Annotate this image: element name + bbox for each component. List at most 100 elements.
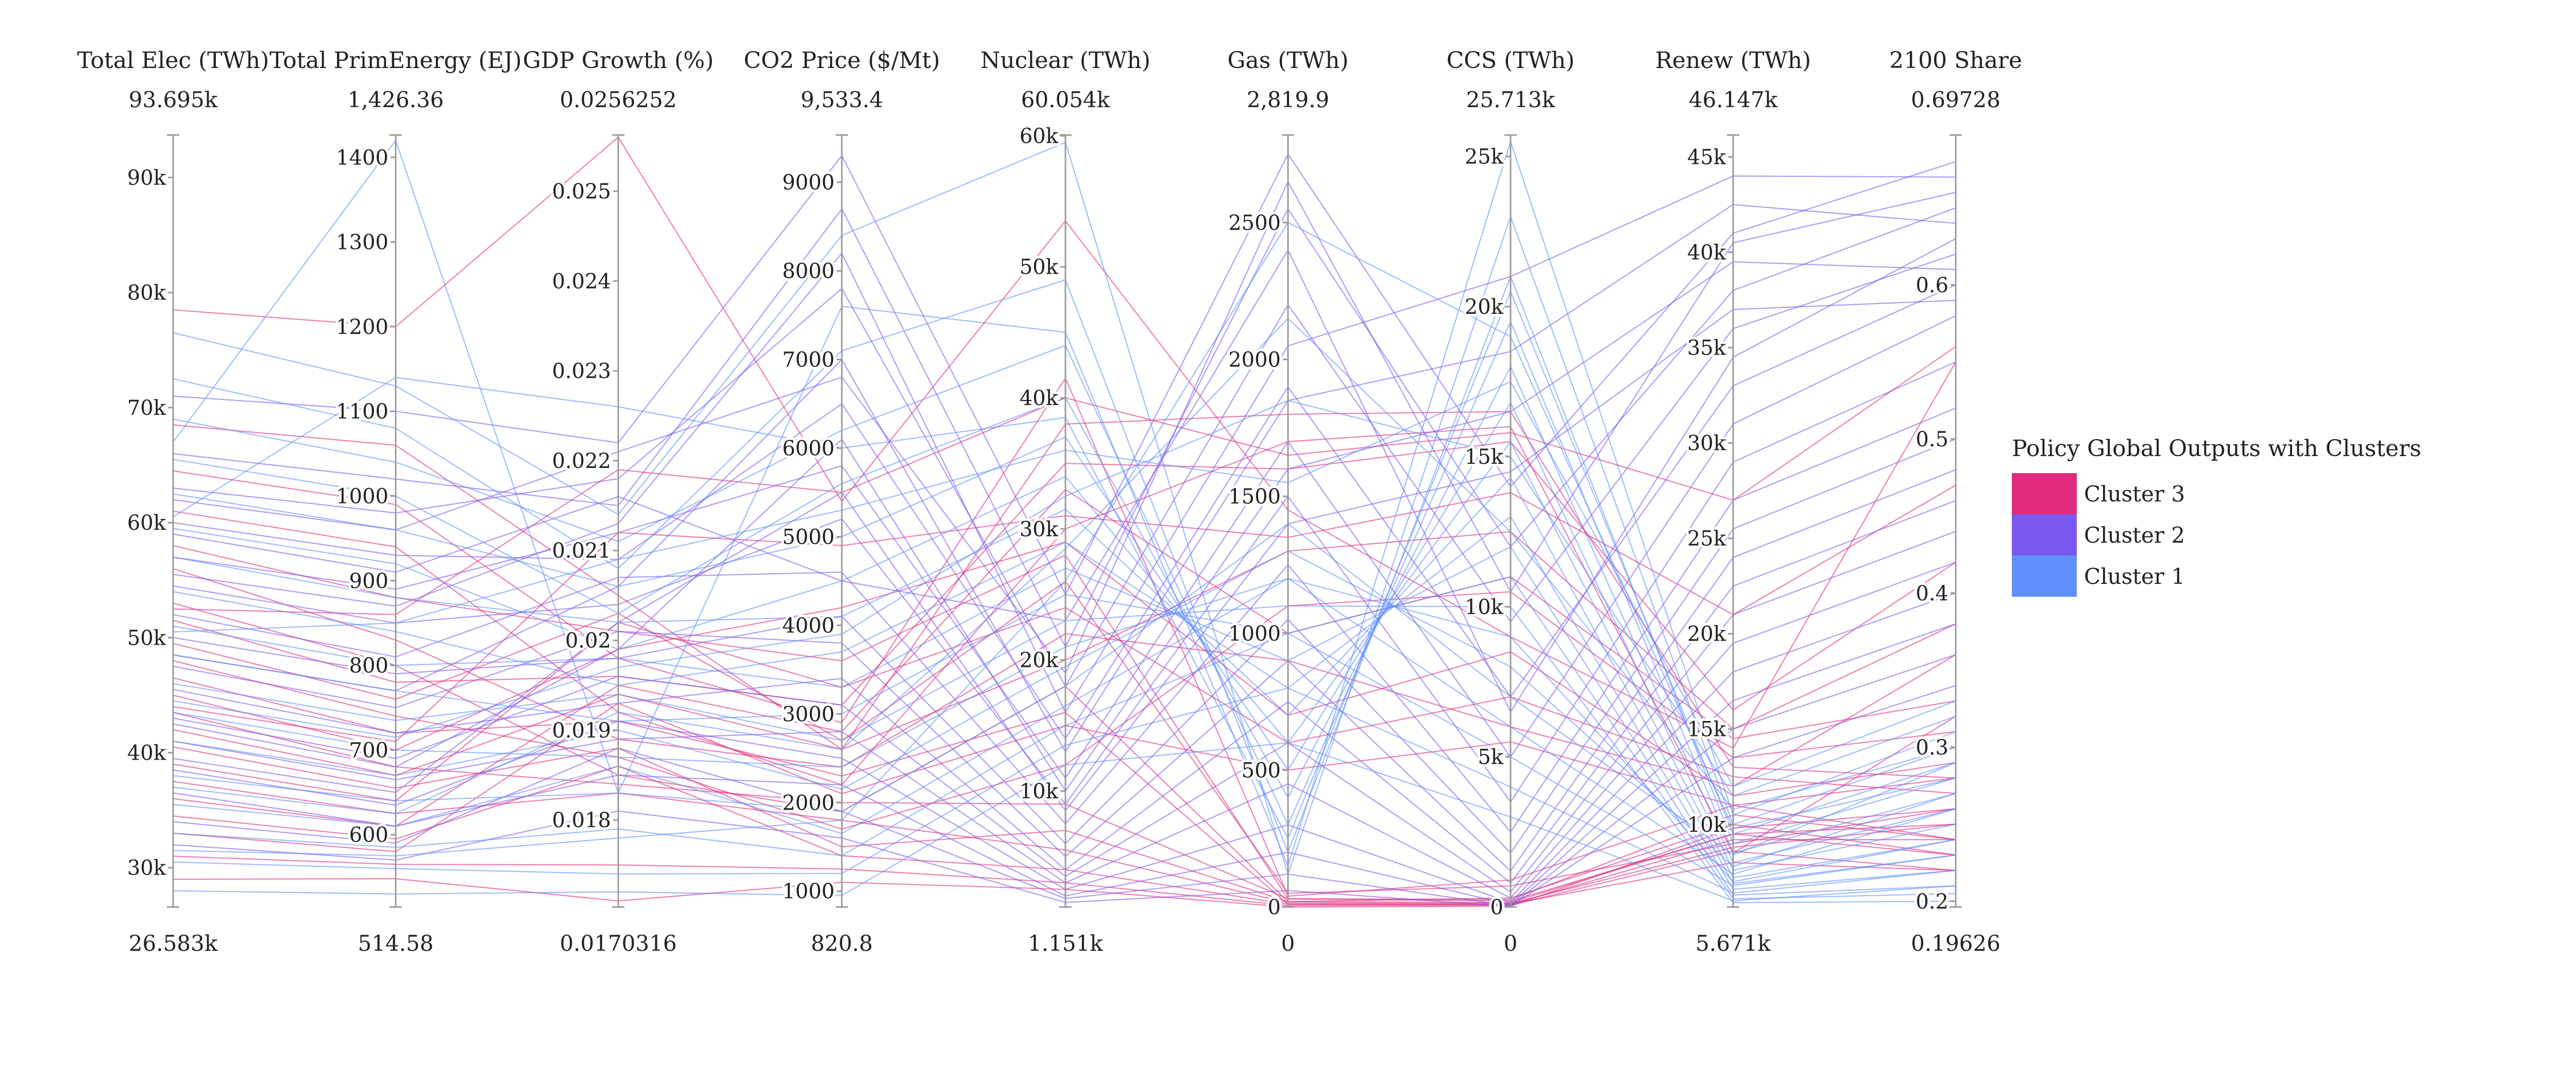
tick-label: 35k (1687, 337, 1726, 360)
axis-title: Gas (TWh) (1227, 47, 1348, 74)
tick-label: 2000 (782, 791, 835, 815)
axis-max-label: 0.69728 (1911, 87, 2001, 112)
tick-label: 6000 (782, 437, 835, 461)
legend-swatch (2012, 514, 2077, 556)
tick-label: 1000 (1228, 622, 1281, 646)
axis-max-label: 93.695k (129, 87, 218, 112)
tick-label: 0.024 (552, 270, 611, 293)
tick-label: 7000 (782, 348, 835, 372)
tick-label: 40k (1020, 387, 1059, 410)
tick-label: 3000 (782, 702, 835, 726)
axis-min-label: 0 (1504, 931, 1518, 956)
axis[interactable]: 2100 Share 0.69728 0.19626 0.2 0.3 0.4 0.5 0.6 (1889, 47, 2022, 956)
legend-swatch (2012, 473, 2077, 514)
tick-label: 1500 (1228, 485, 1281, 509)
tick-label: 500 (1242, 759, 1281, 782)
tick-label: 20k (1020, 649, 1059, 673)
tick-label: 0 (1490, 896, 1503, 919)
tick-label: 10k (1020, 780, 1059, 803)
axis-max-label: 60.054k (1021, 87, 1110, 112)
tick-label: 10k (1687, 813, 1726, 837)
tick-label: 0 (1268, 896, 1281, 919)
tick-label: 15k (1465, 445, 1504, 469)
tick-label: 4000 (782, 614, 835, 637)
series-line-cluster-1[interactable] (173, 290, 1956, 840)
tick-label: 80k (127, 281, 166, 305)
axis[interactable]: Total Elec (TWh) 93.695k 26.583k 30k 40k 50k 6… (77, 47, 269, 956)
tick-label: 1200 (336, 315, 388, 339)
tick-label: 5k (1478, 746, 1503, 769)
tick-label: 1300 (336, 231, 388, 255)
axis[interactable]: GDP Growth (%) 0.0256252 0.0170316 0.018 0.0… (523, 47, 714, 956)
tick-label: 90k (127, 166, 166, 190)
axis-title: Total Elec (TWh) (77, 47, 269, 74)
axes-layer: Total Elec (TWh) 93.695k 26.583k 30k 40k 50k 6… (77, 47, 2022, 956)
tick-label: 25k (1687, 527, 1726, 551)
tick-label: 40k (127, 742, 166, 765)
axis[interactable]: Total PrimEnergy (EJ) 1,426.36 514.58 600 70… (269, 47, 521, 956)
tick-label: 30k (1020, 517, 1059, 541)
legend-item-cluster-2[interactable]: Cluster 2 (2012, 514, 2421, 556)
axis-max-label: 9,533.4 (801, 87, 883, 112)
axis[interactable]: Gas (TWh) 2,819.9 00 500 1000 1500 2000 2500 (1226, 47, 1348, 956)
tick-label: 0.025 (552, 180, 611, 204)
legend: Policy Global Outputs with Clusters Clus… (2012, 435, 2421, 597)
tick-label: 30k (1687, 432, 1726, 456)
tick-label: 2000 (1228, 348, 1281, 372)
legend-item-cluster-3[interactable]: Cluster 3 (2012, 473, 2421, 514)
tick-label: 0.02 (565, 629, 611, 653)
legend-item-cluster-1[interactable]: Cluster 1 (2012, 556, 2421, 597)
axis[interactable]: Renew (TWh) 46.147k 5.671k 10k 15k 20k 25k 30k 3… (1655, 47, 1811, 956)
tick-label: 5000 (782, 525, 835, 549)
tick-label: 60k (127, 511, 166, 535)
tick-label: 1000 (336, 484, 388, 508)
axis-min-label: 0.0170316 (560, 931, 676, 956)
tick-label: 0.022 (552, 449, 611, 473)
tick-label: 60k (1020, 124, 1059, 148)
tick-label: 0.023 (552, 360, 611, 383)
axis[interactable]: Nuclear (TWh) 60.054k 1.151k 10k 20k 30k 40k 50… (980, 47, 1150, 956)
tick-label: 700 (349, 739, 388, 762)
axis-max-label: 46.147k (1689, 87, 1778, 112)
axis[interactable]: CO2 Price ($/Mt) 9,533.4 820.8 1000 2000 3000… (744, 47, 940, 956)
axis-min-label: 5.671k (1696, 931, 1771, 956)
tick-label: 20k (1465, 295, 1504, 319)
tick-label: 1100 (336, 400, 388, 424)
axis-title: GDP Growth (%) (523, 47, 714, 74)
axis[interactable]: CCS (TWh) 25.713k 00 5k 10k 15k 20k 25k (1447, 47, 1575, 956)
axis-title: Renew (TWh) (1655, 47, 1811, 74)
legend-swatch (2012, 556, 2077, 597)
tick-label: 600 (349, 824, 388, 847)
legend-label: Cluster 2 (2084, 522, 2185, 548)
axis-max-label: 0.0256252 (560, 87, 676, 112)
tick-label: 0.021 (552, 539, 611, 563)
axis-title: Nuclear (TWh) (980, 47, 1150, 74)
axis-max-label: 25.713k (1466, 87, 1555, 112)
axis-max-label: 2,819.9 (1247, 87, 1329, 112)
tick-label: 1400 (336, 146, 388, 170)
axis-title: Total PrimEnergy (EJ) (269, 47, 521, 74)
tick-label: 50k (1020, 256, 1059, 279)
tick-label: 10k (1465, 595, 1504, 619)
tick-label: 40k (1687, 241, 1726, 264)
tick-label: 0.4 (1916, 582, 1948, 606)
axis-min-label: 1.151k (1028, 931, 1103, 956)
tick-label: 0.3 (1916, 736, 1948, 760)
tick-label: 25k (1465, 145, 1504, 169)
legend-label: Cluster 3 (2084, 481, 2185, 507)
tick-label: 0.018 (552, 809, 611, 832)
axis-min-label: 0.19626 (1911, 931, 2001, 956)
legend-label: Cluster 1 (2084, 563, 2185, 589)
tick-label: 2500 (1228, 211, 1281, 235)
axis-title: CO2 Price ($/Mt) (744, 47, 940, 74)
tick-label: 1000 (782, 880, 835, 903)
tick-label: 9000 (782, 171, 835, 195)
legend-title: Policy Global Outputs with Clusters (2012, 435, 2421, 462)
series-line-cluster-1[interactable] (173, 320, 1956, 854)
axis-title: CCS (TWh) (1447, 47, 1575, 74)
tick-label: 900 (349, 569, 388, 593)
axis-min-label: 514.58 (358, 931, 434, 956)
tick-label: 20k (1687, 623, 1726, 646)
tick-label: 70k (127, 396, 166, 420)
